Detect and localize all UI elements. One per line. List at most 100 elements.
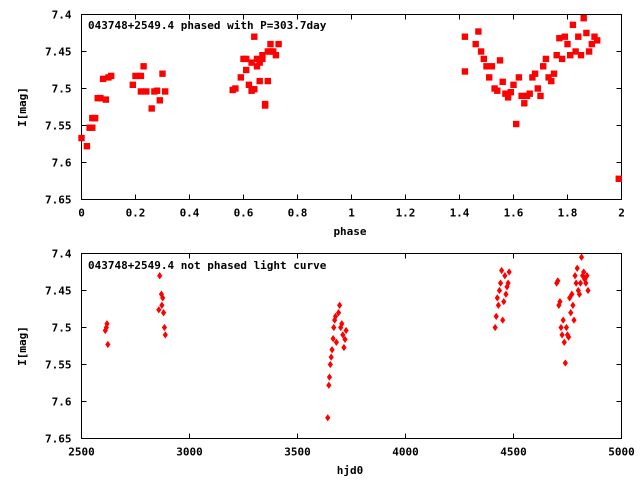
data-point	[245, 81, 253, 88]
data-point	[99, 75, 107, 83]
x-tick-label: 1.6	[504, 207, 524, 220]
data-point	[510, 81, 517, 88]
x-tick-label: 1.4	[450, 207, 470, 220]
x-tick-label: 3000	[176, 446, 203, 459]
data-point	[557, 297, 563, 306]
data-point	[567, 52, 574, 59]
data-point	[333, 338, 339, 346]
data-point	[492, 323, 498, 332]
data-point	[243, 66, 250, 74]
data-point	[251, 33, 258, 40]
data-point	[542, 55, 550, 63]
data-point	[499, 78, 506, 86]
x-tick-label: 1	[348, 207, 355, 220]
data-point	[504, 94, 512, 101]
data-point	[326, 373, 333, 381]
data-point	[97, 94, 104, 102]
data-point	[328, 353, 334, 361]
data-point	[157, 272, 163, 280]
data-point	[556, 301, 562, 309]
data-point	[575, 286, 581, 295]
data-point	[555, 277, 561, 285]
data-point	[569, 21, 577, 29]
data-point	[572, 272, 578, 280]
x-tick-label: 0.2	[126, 207, 146, 220]
data-point	[583, 29, 590, 37]
data-points	[102, 253, 591, 422]
data-point	[475, 28, 482, 35]
y-axis-label: I[mag]	[16, 87, 29, 127]
data-point	[261, 100, 269, 108]
data-point	[526, 90, 533, 97]
data-point	[156, 306, 162, 314]
data-point	[341, 343, 347, 352]
data-point	[143, 88, 150, 95]
data-point	[148, 105, 155, 112]
data-point	[561, 338, 567, 346]
data-point	[342, 335, 348, 343]
data-point	[569, 290, 575, 298]
x-tick-label: 0.8	[288, 207, 308, 220]
data-point	[337, 301, 343, 309]
y-tick-label: 7.55	[45, 120, 72, 133]
data-point	[540, 63, 547, 70]
data-point	[461, 68, 469, 75]
data-point	[513, 120, 520, 128]
y-axis-label: I[mag]	[16, 326, 29, 366]
data-point	[575, 33, 582, 40]
plot-frame	[81, 14, 622, 200]
data-point	[243, 55, 250, 63]
data-point	[331, 323, 337, 332]
data-point	[326, 381, 332, 389]
data-point	[137, 72, 145, 80]
x-axis-label: hjd0	[337, 464, 364, 477]
data-point	[91, 114, 99, 122]
data-point	[559, 331, 565, 339]
data-point	[506, 268, 512, 276]
data-point	[503, 290, 509, 298]
x-tick-label: 1.8	[558, 207, 578, 220]
data-point	[573, 279, 579, 287]
plot-frame	[81, 253, 622, 439]
data-point	[153, 87, 161, 94]
data-point	[264, 77, 271, 85]
data-point	[332, 316, 338, 324]
data-point	[584, 272, 590, 280]
data-point	[132, 72, 139, 80]
data-point	[488, 63, 496, 70]
data-point	[585, 286, 591, 295]
y-tick-label: 7.65	[45, 433, 72, 446]
data-point	[588, 40, 595, 48]
data-point	[578, 253, 585, 261]
data-point	[160, 294, 166, 302]
data-point	[548, 77, 555, 85]
x-tick-label: 5000	[608, 446, 635, 459]
data-point	[502, 90, 509, 97]
data-point	[108, 72, 115, 80]
data-point	[232, 85, 239, 92]
data-point	[545, 74, 552, 81]
data-point	[594, 37, 601, 44]
y-tick-label: 7.5	[52, 322, 72, 335]
x-tick-label: 1.2	[396, 207, 416, 220]
data-point	[329, 346, 335, 354]
data-point	[561, 33, 568, 40]
axis-ticks: 0 0.2 0.4 0.6 0.8 1 1.2 1.4 1.6 1.8 2 7.4 7.45 7.5 7.5…	[45, 9, 625, 220]
data-point	[496, 286, 503, 295]
data-point	[129, 81, 136, 88]
data-point	[335, 309, 342, 317]
y-tick-label: 7.6	[52, 157, 72, 170]
data-point	[272, 52, 280, 59]
data-point	[495, 301, 501, 309]
data-point	[531, 70, 539, 77]
data-point	[521, 100, 528, 107]
data-point	[570, 301, 576, 309]
data-point	[615, 175, 622, 182]
data-point	[83, 143, 91, 150]
data-point	[248, 59, 255, 66]
x-tick-label: 4500	[500, 446, 527, 459]
y-tick-label: 7.45	[45, 46, 72, 59]
data-point	[585, 48, 593, 55]
unphased-light-curve-panel: 043748+2549.4 not phased light curve hjd…	[16, 248, 635, 478]
data-point	[560, 316, 566, 324]
